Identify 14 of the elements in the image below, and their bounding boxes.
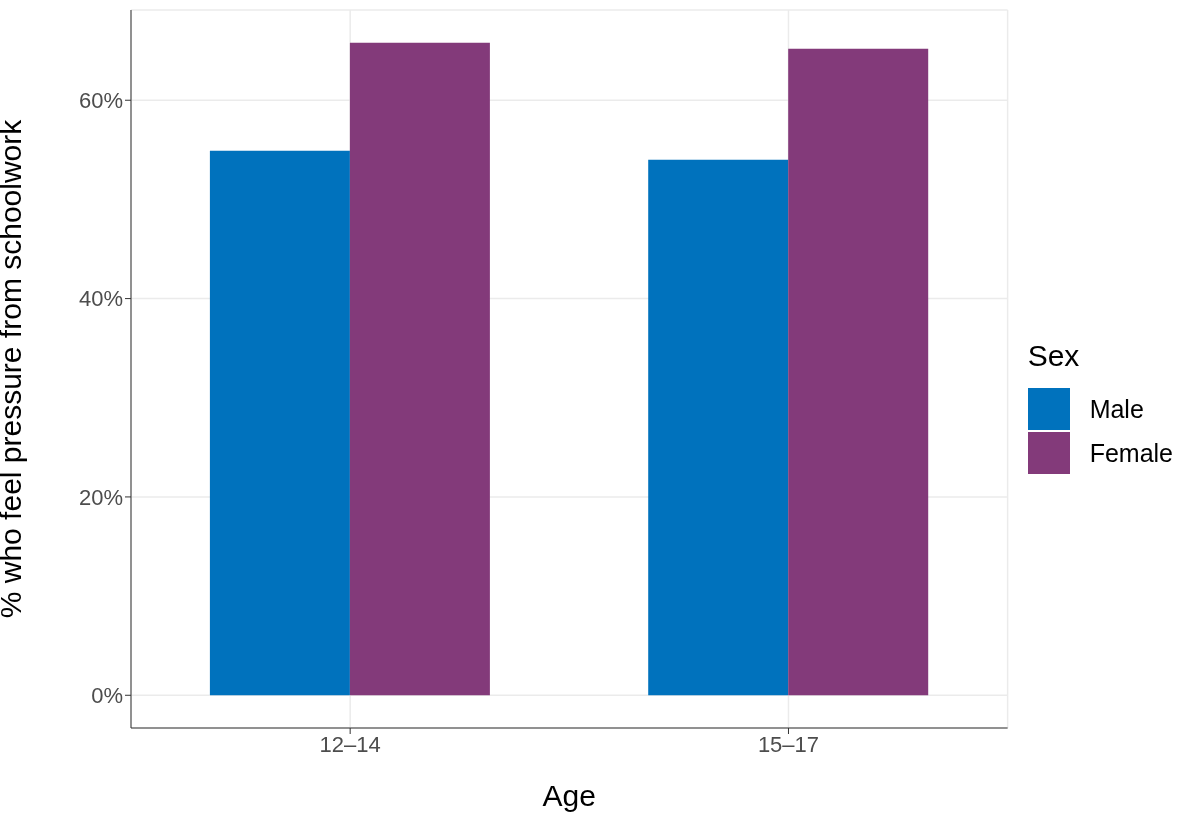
bar: [349, 42, 490, 696]
y-tick-label: 60%: [78, 88, 123, 114]
y-tick-label: 40%: [78, 286, 123, 312]
legend-label: Female: [1089, 438, 1173, 468]
y-tick-label: 20%: [78, 484, 123, 510]
legend-label: Male: [1089, 394, 1144, 424]
bar: [788, 48, 929, 696]
bar: [648, 159, 789, 696]
bar: [209, 150, 350, 696]
x-axis-title: Age: [542, 779, 597, 812]
x-tick-label: 15–17: [757, 731, 820, 757]
y-tick-label: 0%: [91, 683, 123, 709]
legend-title: Sex: [1027, 339, 1081, 373]
x-tick-label: 12–14: [319, 731, 381, 757]
